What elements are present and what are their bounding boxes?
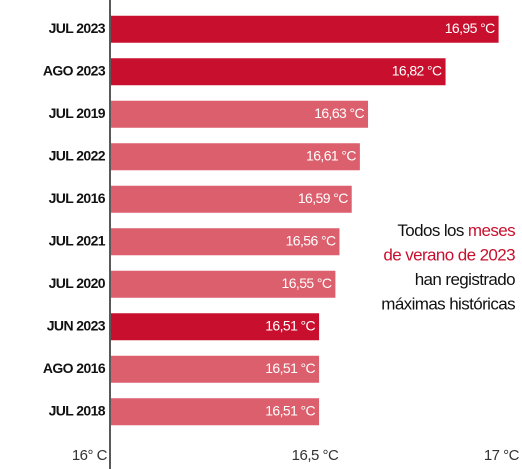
x-tick-label: 16,5 °C (292, 447, 339, 464)
category-label: JUL 2018 (49, 402, 106, 418)
annotation: Todos los meses (397, 221, 515, 240)
value-label: 16,82 °C (392, 62, 442, 78)
category-label: JUN 2023 (47, 317, 106, 333)
value-label: 16,51 °C (265, 360, 315, 376)
category-label: JUL 2022 (49, 147, 106, 163)
value-label: 16,61 °C (306, 147, 356, 163)
value-label: 16,55 °C (282, 275, 332, 291)
category-label: JUL 2019 (49, 105, 106, 121)
annotation: máximas históricas (381, 295, 515, 314)
category-label: JUL 2016 (49, 190, 106, 206)
x-tick-label: 17 °C (484, 447, 520, 464)
value-label: 16,95 °C (445, 20, 495, 36)
value-label: 16,51 °C (265, 402, 315, 418)
annotation-part: meses (468, 221, 515, 240)
category-label: JUL 2021 (49, 232, 106, 248)
annotation-part: han registrado (415, 270, 515, 289)
value-label: 16,63 °C (314, 105, 364, 121)
bar (111, 15, 499, 43)
bar (111, 143, 360, 171)
annotation-part: de verano de 2023 (383, 246, 515, 265)
bar (111, 398, 320, 426)
value-label: 16,59 °C (298, 190, 348, 206)
bar (111, 185, 352, 213)
value-label: 16,51 °C (265, 317, 315, 333)
bar (111, 270, 336, 298)
annotation-part: Todos los (397, 221, 468, 240)
annotation: han registrado (415, 270, 515, 289)
annotation: de verano de 2023 (383, 246, 515, 265)
bar (111, 355, 320, 383)
x-tick-label: 16° C (72, 447, 108, 464)
category-label: AGO 2023 (43, 62, 106, 78)
bar (111, 313, 320, 341)
category-label: AGO 2016 (43, 360, 106, 376)
annotation-part: máximas históricas (381, 295, 515, 314)
bar (111, 58, 446, 86)
bar (111, 100, 369, 128)
value-label: 16,56 °C (286, 232, 336, 248)
bar (111, 228, 340, 256)
category-label: JUL 2023 (49, 20, 106, 36)
category-label: JUL 2020 (49, 275, 106, 291)
